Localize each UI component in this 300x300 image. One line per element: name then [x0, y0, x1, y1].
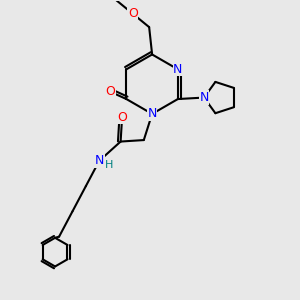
Text: O: O: [128, 7, 138, 20]
Text: N: N: [173, 63, 183, 76]
Text: N: N: [199, 91, 209, 104]
Text: N: N: [94, 154, 104, 167]
Text: O: O: [117, 111, 127, 124]
Text: N: N: [147, 107, 157, 120]
Text: O: O: [105, 85, 115, 98]
Text: H: H: [105, 160, 113, 170]
